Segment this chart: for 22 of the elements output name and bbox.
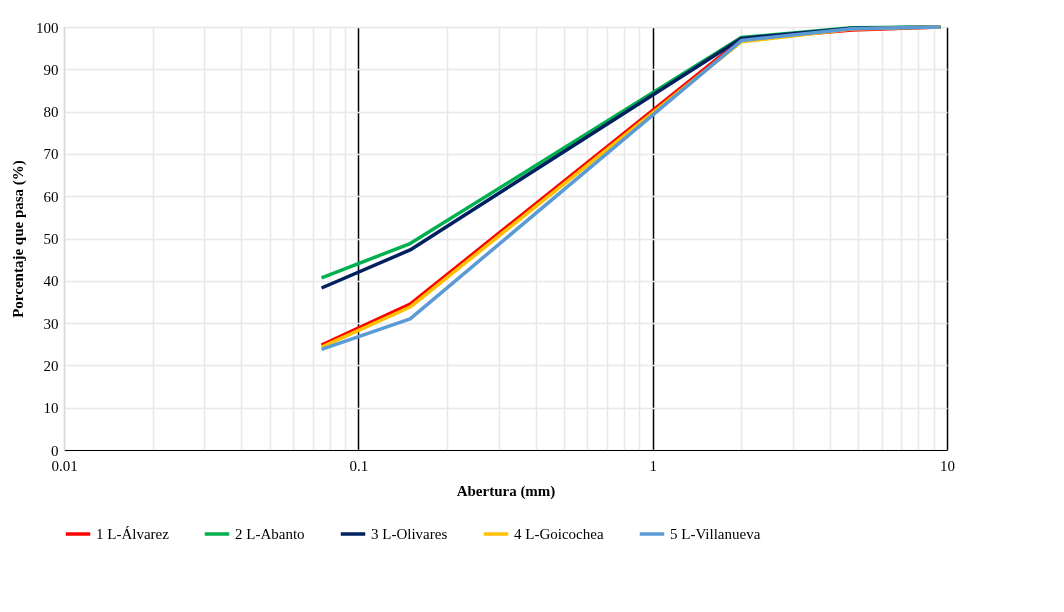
x-tick-label: 0.1 (349, 457, 369, 474)
x-tick-label: 1 (649, 457, 657, 474)
y-tick-label: 40 (43, 273, 59, 290)
y-tick-label: 20 (43, 357, 59, 374)
legend-label: 5 L-Villanueva (670, 526, 761, 542)
y-tick-label: 0 (51, 442, 59, 459)
y-tick-label: 80 (43, 104, 59, 121)
legend-label: 2 L-Abanto (235, 526, 305, 542)
y-tick-label: 10 (43, 400, 59, 417)
legend-label: 1 L-Álvarez (96, 526, 170, 542)
y-axis-title: Porcentaje que pasa (%) (10, 160, 27, 318)
x-tick-label: 10 (940, 457, 955, 474)
x-axis-title: Abertura (mm) (456, 482, 556, 500)
y-tick-label: 90 (43, 61, 59, 78)
y-tick-label: 30 (43, 315, 59, 332)
y-tick-label: 70 (43, 146, 59, 163)
x-tick-label: 0.01 (51, 457, 78, 474)
y-tick-label: 50 (43, 231, 59, 247)
legend-label: 3 L-Olivares (371, 526, 448, 542)
y-tick-label: 60 (43, 188, 59, 205)
y-tick-label: 100 (36, 19, 59, 36)
legend-label: 4 L-Goicochea (514, 526, 604, 542)
